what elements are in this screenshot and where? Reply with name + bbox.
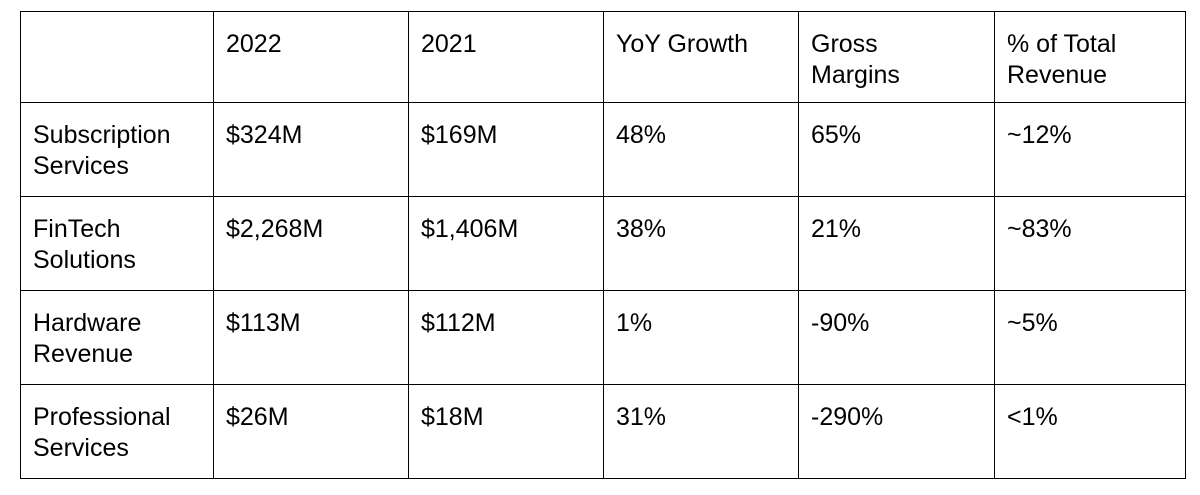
header-cell-pct-total-revenue: % of Total Revenue bbox=[994, 11, 1186, 103]
table-cell: 48% bbox=[603, 102, 799, 197]
table-cell: $26M bbox=[213, 384, 409, 479]
table-cell: $18M bbox=[408, 384, 604, 479]
table-cell: $324M bbox=[213, 102, 409, 197]
header-cell-2021: 2021 bbox=[408, 11, 604, 103]
table-cell: ~83% bbox=[994, 196, 1186, 291]
row-label: Subscription Services bbox=[20, 102, 214, 197]
table-cell: $1,406M bbox=[408, 196, 604, 291]
table-row: FinTech Solutions $2,268M $1,406M 38% 21… bbox=[20, 196, 1186, 291]
table-cell: 38% bbox=[603, 196, 799, 291]
row-label: Hardware Revenue bbox=[20, 290, 214, 385]
table-cell: $169M bbox=[408, 102, 604, 197]
table-row: Subscription Services $324M $169M 48% 65… bbox=[20, 102, 1186, 197]
header-cell-corner bbox=[20, 11, 214, 103]
table-cell: 21% bbox=[798, 196, 995, 291]
table-cell: 31% bbox=[603, 384, 799, 479]
table-cell: 65% bbox=[798, 102, 995, 197]
table-cell: $113M bbox=[213, 290, 409, 385]
header-cell-yoy-growth: YoY Growth bbox=[603, 11, 799, 103]
table-row: Professional Services $26M $18M 31% -290… bbox=[20, 384, 1186, 479]
table-cell: ~5% bbox=[994, 290, 1186, 385]
table-cell: $112M bbox=[408, 290, 604, 385]
table-cell: <1% bbox=[994, 384, 1186, 479]
header-row: 2022 2021 YoY Growth Gross Margins % of … bbox=[20, 11, 1186, 103]
table-cell: ~12% bbox=[994, 102, 1186, 197]
row-label: Professional Services bbox=[20, 384, 214, 479]
table-cell: $2,268M bbox=[213, 196, 409, 291]
table-row: Hardware Revenue $113M $112M 1% -90% ~5% bbox=[20, 290, 1186, 385]
table-cell: 1% bbox=[603, 290, 799, 385]
revenue-table: 2022 2021 YoY Growth Gross Margins % of … bbox=[20, 11, 1186, 479]
header-cell-2022: 2022 bbox=[213, 11, 409, 103]
header-cell-gross-margins: Gross Margins bbox=[798, 11, 995, 103]
table-cell: -90% bbox=[798, 290, 995, 385]
table-cell: -290% bbox=[798, 384, 995, 479]
row-label: FinTech Solutions bbox=[20, 196, 214, 291]
